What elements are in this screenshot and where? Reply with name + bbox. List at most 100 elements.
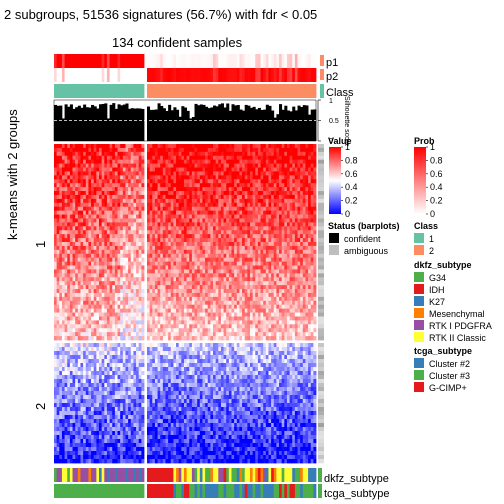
class-cell (186, 84, 190, 98)
heatmap-cell (117, 238, 121, 243)
heatmap-cell (239, 292, 243, 298)
heatmap-cell (157, 230, 161, 235)
heatmap-cell (85, 226, 89, 231)
heatmap-cell (125, 249, 129, 255)
heatmap-cell (191, 242, 195, 247)
silhouette-bar (242, 110, 246, 141)
heatmap-cell (61, 308, 65, 313)
p1-cell (59, 54, 63, 68)
heatmap-cell (286, 171, 290, 176)
heatmap-cell (260, 257, 264, 262)
heatmap-cell (125, 175, 129, 180)
heatmap-cell (294, 206, 298, 212)
heatmap-cell (199, 155, 203, 161)
heatmap-cell (183, 163, 188, 168)
heatmap-cell (271, 226, 275, 231)
heatmap-cell (191, 226, 195, 231)
heatmap-cell (199, 167, 203, 172)
heatmap-cell (61, 285, 65, 290)
heatmap-cell (109, 269, 113, 274)
heatmap-cell (313, 277, 317, 282)
heatmap-cell (77, 234, 81, 239)
heatmap-cell (106, 269, 110, 274)
heatmap-cell (186, 226, 190, 231)
heatmap-cell (189, 281, 193, 286)
heatmap-cell (223, 151, 227, 157)
heatmap-cell (168, 308, 172, 313)
heatmap-cell (133, 245, 137, 251)
heatmap-cell (168, 194, 172, 200)
heatmap-cell (83, 198, 87, 204)
heatmap-cell (160, 253, 164, 259)
heatmap-cell (147, 155, 151, 161)
heatmap-cell (308, 210, 312, 215)
p2-cell (160, 68, 164, 82)
heatmap-cell (244, 214, 248, 219)
heatmap-cell (300, 187, 304, 192)
heatmap-cell (99, 167, 103, 172)
heatmap-cell (61, 171, 65, 176)
heatmap-cell (67, 222, 71, 227)
heatmap-cell (64, 206, 68, 212)
heatmap-cell (93, 265, 97, 270)
heatmap-cell (257, 234, 261, 239)
heatmap-cell (122, 222, 126, 227)
heatmap-cell (305, 214, 309, 219)
heatmap-cell (226, 155, 230, 161)
heatmap-cell (260, 249, 264, 255)
class-cell (106, 84, 110, 98)
heatmap-cell (199, 214, 203, 219)
heatmap-cell (249, 206, 254, 212)
heatmap-cell (125, 238, 129, 243)
heatmap-cell (109, 316, 113, 321)
heatmap-cell (59, 218, 63, 223)
heatmap-cell (236, 253, 240, 259)
heatmap-cell (210, 300, 214, 306)
heatmap-cell (178, 265, 182, 270)
heatmap-cell (273, 147, 277, 153)
heatmap-cell (234, 292, 238, 298)
heatmap-cell (189, 285, 193, 290)
p1-cell (228, 54, 232, 68)
heatmap-cell (197, 261, 201, 266)
heatmap-cell (91, 171, 95, 176)
heatmap-cell (160, 238, 164, 243)
heatmap-cell (252, 281, 256, 286)
heatmap-cell (93, 230, 97, 235)
heatmap-cell (294, 198, 298, 204)
heatmap-cell (276, 230, 280, 235)
heatmap-cell (168, 179, 172, 184)
class-cell (114, 84, 118, 98)
heatmap-cell (284, 167, 288, 172)
heatmap-cell (173, 257, 177, 262)
heatmap-cell (147, 202, 151, 208)
heatmap-cell (260, 187, 264, 192)
heatmap-cell (281, 144, 285, 149)
heatmap-cell (67, 230, 71, 235)
heatmap-cell (61, 257, 65, 262)
heatmap-cell (88, 257, 92, 262)
heatmap-cell (273, 155, 277, 161)
heatmap-cell (183, 202, 188, 208)
heatmap-cell (109, 304, 113, 310)
heatmap-cell (133, 277, 137, 282)
heatmap-cell (106, 300, 110, 306)
heatmap-cell (125, 171, 129, 176)
heatmap-cell (228, 253, 232, 259)
heatmap-cell (104, 171, 108, 176)
heatmap-cell (305, 159, 309, 164)
silhouette-bar (99, 104, 103, 141)
heatmap-cell (83, 304, 87, 310)
heatmap-cell (257, 210, 261, 215)
heatmap-cell (231, 245, 235, 251)
heatmap-cell (265, 277, 269, 282)
class-cell (231, 84, 235, 98)
heatmap-cell (162, 144, 166, 149)
heatmap-cell (263, 210, 267, 215)
heatmap-cell (154, 257, 158, 262)
heatmap-cell (234, 214, 238, 219)
heatmap-cell (80, 151, 84, 157)
heatmap-cell (207, 245, 211, 251)
heatmap-cell (54, 245, 58, 251)
heatmap-cell (302, 187, 306, 192)
